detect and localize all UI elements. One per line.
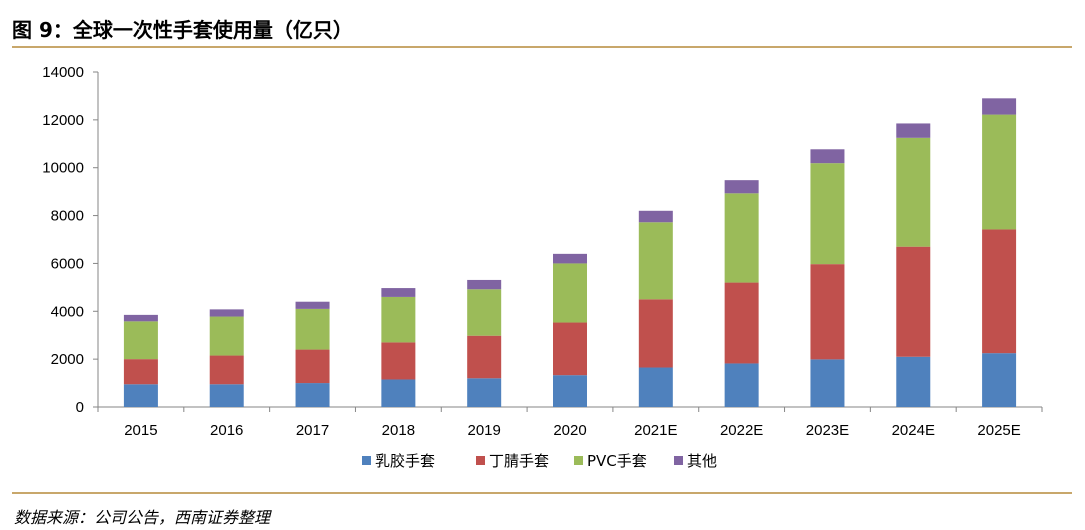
bar-segment-pvc-2017	[295, 308, 330, 350]
y-tick-label: 10000	[42, 160, 84, 177]
x-tick-label: 2017	[296, 422, 329, 439]
bar-segment-rubber-2024E	[896, 356, 931, 407]
bar-segment-nitrile-2022E	[724, 282, 759, 364]
bar-segment-nitrile-2015	[123, 359, 158, 385]
x-tick-label: 2024E	[892, 422, 935, 439]
legend-swatch-nitrile	[476, 456, 485, 465]
bar-segment-other-2017	[295, 301, 330, 309]
x-tick-label: 2016	[210, 422, 243, 439]
bottom-rule	[12, 492, 1072, 494]
x-axis: 2015 2016 2017 2018 2019 2020 2021E 2022E 2023E 2…	[97, 406, 1043, 439]
bar-segment-other-2018	[381, 288, 416, 297]
bar-segment-pvc-2018	[381, 296, 416, 343]
bar-segment-pvc-2019	[467, 289, 502, 336]
y-tick-label: 12000	[42, 112, 84, 129]
legend-label-nitrile: 丁腈手套	[489, 452, 549, 470]
x-tick-label: 2015	[124, 422, 157, 439]
legend-swatch-other	[674, 456, 683, 465]
bar-segment-nitrile-2017	[295, 349, 330, 384]
source-note: 数据来源：公司公告，西南证券整理	[14, 508, 271, 527]
bar-segment-other-2025E	[982, 98, 1017, 115]
bar-segment-rubber-2016	[209, 384, 244, 407]
top-rule	[12, 46, 1072, 48]
bar-segment-other-2020	[553, 253, 587, 264]
bar-segment-rubber-2017	[295, 383, 330, 407]
bar-segment-nitrile-2018	[381, 342, 416, 380]
bar-segment-other-2023E	[810, 149, 845, 164]
bar-segment-rubber-2025E	[982, 353, 1017, 407]
bar-segment-pvc-2021E	[638, 222, 673, 300]
bar-segment-other-2024E	[896, 123, 931, 138]
x-tick-label: 2018	[382, 422, 415, 439]
bar-segment-other-2016	[209, 309, 244, 317]
x-tick-label: 2021E	[634, 422, 677, 439]
figure-title: 图 9：全球一次性手套使用量（亿只）	[12, 18, 353, 42]
legend-label-rubber: 乳胶手套	[375, 452, 435, 470]
bar-segment-other-2019	[467, 279, 502, 290]
bar-segment-pvc-2025E	[982, 114, 1017, 230]
y-tick-label: 6000	[51, 255, 84, 272]
x-tick-label: 2023E	[806, 422, 849, 439]
y-tick-label: 14000	[42, 64, 84, 81]
bar-segment-nitrile-2024E	[896, 246, 931, 357]
y-axis: 0 2000 4000 6000 8000 10000 12000 14000	[42, 64, 99, 416]
bar-segment-other-2022E	[724, 180, 759, 194]
bar-segment-rubber-2015	[123, 384, 158, 407]
bar-segment-rubber-2018	[381, 379, 416, 407]
bar-segment-nitrile-2020	[553, 322, 587, 376]
y-tick-label: 2000	[51, 351, 84, 368]
bar-segment-other-2021E	[638, 210, 673, 223]
bars-group	[123, 98, 1017, 407]
legend-label-pvc: PVC手套	[587, 452, 647, 470]
bar-segment-pvc-2015	[123, 321, 158, 360]
bar-segment-nitrile-2021E	[638, 299, 673, 368]
bar-segment-pvc-2024E	[896, 137, 931, 247]
bar-segment-nitrile-2023E	[810, 264, 845, 360]
x-tick-label: 2020	[553, 422, 586, 439]
legend-swatch-pvc	[574, 456, 583, 465]
bar-segment-pvc-2020	[553, 263, 587, 323]
bar-segment-rubber-2022E	[724, 363, 759, 407]
bar-segment-other-2015	[123, 314, 158, 322]
bar-segment-rubber-2019	[467, 378, 502, 407]
bar-segment-nitrile-2019	[467, 335, 502, 379]
bar-segment-pvc-2016	[209, 316, 244, 356]
x-tick-label: 2019	[467, 422, 500, 439]
bar-segment-rubber-2023E	[810, 359, 845, 407]
legend: 乳胶手套 丁腈手套 PVC手套 其他	[362, 452, 717, 470]
y-tick-label: 4000	[51, 303, 84, 320]
bar-segment-rubber-2021E	[638, 367, 673, 407]
y-tick-label: 8000	[51, 208, 84, 225]
bar-segment-pvc-2022E	[724, 193, 759, 283]
bar-segment-nitrile-2025E	[982, 229, 1017, 354]
bar-segment-nitrile-2016	[209, 355, 244, 385]
bar-segment-rubber-2020	[553, 375, 587, 407]
x-tick-label: 2022E	[720, 422, 763, 439]
x-tick-label: 2025E	[977, 422, 1020, 439]
bar-segment-pvc-2023E	[810, 163, 845, 265]
legend-swatch-rubber	[362, 456, 371, 465]
legend-label-other: 其他	[687, 452, 717, 470]
y-tick-label: 0	[76, 399, 84, 416]
